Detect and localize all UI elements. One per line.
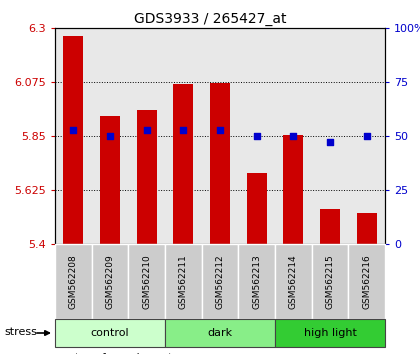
Text: GSM562215: GSM562215 xyxy=(326,254,334,309)
Text: GSM562212: GSM562212 xyxy=(215,254,225,309)
Bar xyxy=(202,244,238,319)
Text: GSM562213: GSM562213 xyxy=(252,254,261,309)
Text: GSM562208: GSM562208 xyxy=(69,254,78,309)
Text: high light: high light xyxy=(304,328,357,338)
Point xyxy=(253,133,260,139)
Bar xyxy=(165,244,202,319)
Bar xyxy=(357,213,377,244)
Text: GSM562211: GSM562211 xyxy=(179,254,188,309)
Point xyxy=(290,133,297,139)
Bar xyxy=(92,244,129,319)
Text: stress: stress xyxy=(4,327,37,337)
Bar xyxy=(320,209,340,244)
Text: GDS3933 / 265427_at: GDS3933 / 265427_at xyxy=(134,12,286,27)
Point xyxy=(180,127,187,132)
Bar xyxy=(247,173,267,244)
Bar xyxy=(63,36,84,244)
Bar xyxy=(136,110,157,244)
Bar xyxy=(100,116,120,244)
Text: transformed count: transformed count xyxy=(75,353,172,354)
Text: GSM562216: GSM562216 xyxy=(362,254,371,309)
Text: dark: dark xyxy=(207,328,233,338)
Point xyxy=(143,127,150,132)
Text: GSM562209: GSM562209 xyxy=(105,254,115,309)
Bar xyxy=(165,319,275,347)
Point xyxy=(327,139,333,145)
Bar xyxy=(210,83,230,244)
Bar xyxy=(55,319,165,347)
Text: control: control xyxy=(91,328,129,338)
Bar xyxy=(283,135,303,244)
Bar xyxy=(55,244,92,319)
Text: GSM562214: GSM562214 xyxy=(289,254,298,309)
Bar xyxy=(129,244,165,319)
Point xyxy=(217,127,223,132)
Point xyxy=(107,133,113,139)
Bar xyxy=(348,244,385,319)
Point xyxy=(70,127,77,132)
Bar xyxy=(275,244,312,319)
Bar xyxy=(312,244,348,319)
Text: GSM562210: GSM562210 xyxy=(142,254,151,309)
Point xyxy=(363,133,370,139)
Bar xyxy=(173,84,194,244)
Bar xyxy=(238,244,275,319)
Bar xyxy=(275,319,385,347)
